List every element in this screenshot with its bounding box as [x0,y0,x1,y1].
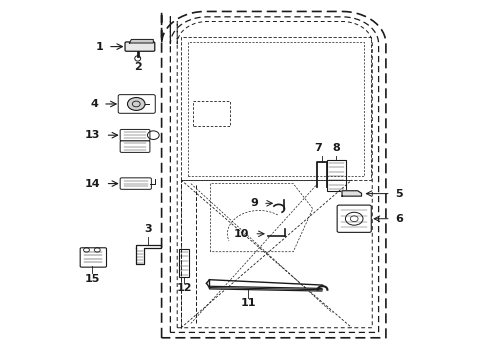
Text: 9: 9 [250,198,258,208]
Ellipse shape [135,56,141,61]
FancyBboxPatch shape [120,178,151,189]
Text: 5: 5 [395,189,403,199]
FancyBboxPatch shape [118,95,155,113]
Text: 10: 10 [234,229,249,239]
FancyBboxPatch shape [120,130,150,141]
Bar [327,160,345,191]
Text: 1: 1 [95,42,103,51]
Text: 4: 4 [90,99,98,109]
Text: 11: 11 [240,298,256,308]
Circle shape [127,98,145,111]
Text: 13: 13 [84,130,100,140]
Text: 12: 12 [176,283,191,293]
Text: 6: 6 [395,214,403,224]
FancyBboxPatch shape [336,205,370,232]
Text: 8: 8 [332,144,339,153]
Text: 15: 15 [84,274,100,284]
Text: 7: 7 [314,144,321,153]
FancyBboxPatch shape [80,248,106,267]
FancyBboxPatch shape [178,249,189,277]
Text: 2: 2 [134,62,142,72]
Polygon shape [129,40,153,43]
Text: 3: 3 [144,224,152,234]
FancyBboxPatch shape [125,42,155,51]
Text: 14: 14 [84,179,100,189]
FancyBboxPatch shape [120,141,150,152]
Polygon shape [341,191,361,196]
